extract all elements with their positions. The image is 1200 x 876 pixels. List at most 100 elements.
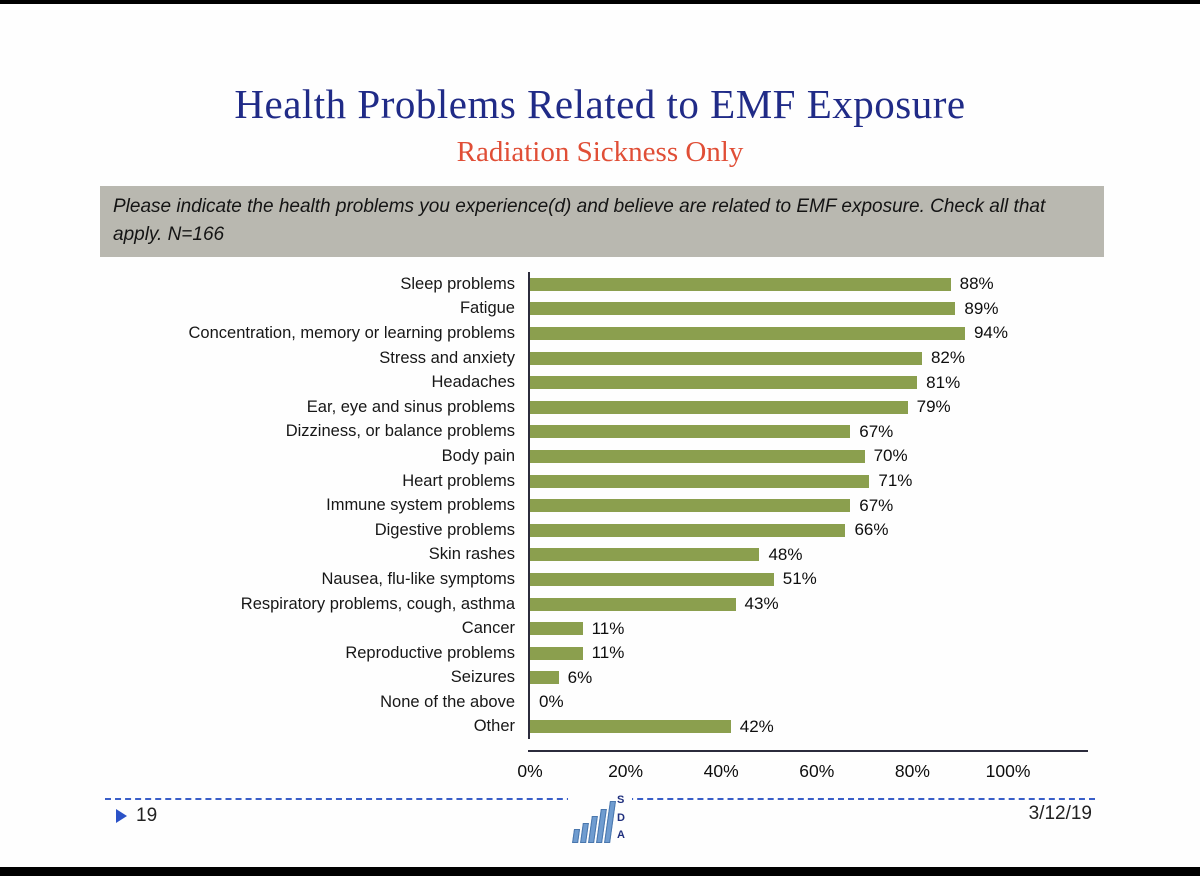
value-label: 51% xyxy=(782,569,817,589)
bar xyxy=(530,572,774,586)
chart-row: Immune system problems 67% xyxy=(100,493,1110,518)
value-label: 79% xyxy=(916,397,951,417)
chart-row: Dizziness, or balance problems 67% xyxy=(100,419,1110,445)
bar xyxy=(530,720,731,734)
bottom-edge xyxy=(0,867,1200,876)
category-label: Heart problems xyxy=(402,471,515,490)
value-label: 48% xyxy=(768,544,803,564)
bar xyxy=(530,326,965,340)
row-plot: 66% xyxy=(528,517,1008,543)
value-label: 89% xyxy=(964,298,999,318)
value-label: 43% xyxy=(744,594,779,614)
category-label: Fatigue xyxy=(459,299,515,318)
bar xyxy=(530,376,918,390)
value-label: 81% xyxy=(926,372,961,392)
row-plot: 81% xyxy=(528,370,1008,395)
bar xyxy=(530,277,951,291)
chart-row: Respiratory problems, cough, asthma 43% xyxy=(100,591,1110,617)
category-label: Reproductive problems xyxy=(345,643,515,662)
chart-rows: Sleep problems 88% Fatigue 89% Concentration… xyxy=(100,272,1110,740)
chart-row: Concentration, memory or learning proble… xyxy=(100,321,1110,346)
value-label: 70% xyxy=(873,446,908,466)
logo-letter: D xyxy=(617,811,625,824)
value-label: 66% xyxy=(854,520,889,540)
chart-row: Ear, eye and sinus problems 79% xyxy=(100,394,1110,420)
row-plot: 48% xyxy=(528,542,1008,568)
value-label: 0% xyxy=(539,692,564,712)
row-plot: 71% xyxy=(528,468,1008,494)
survey-prompt: Please indicate the health problems you … xyxy=(100,186,1104,258)
x-tick-label: 80% xyxy=(894,761,930,782)
chart-row: Nausea, flu-like symptoms 51% xyxy=(100,567,1110,592)
chart-row: Headaches 81% xyxy=(100,370,1110,395)
value-label: 6% xyxy=(567,667,593,687)
row-plot: 51% xyxy=(528,567,1008,592)
bar-chart: Sleep problems 88% Fatigue 89% Concentration… xyxy=(100,272,1110,786)
x-tick-label: 60% xyxy=(799,761,835,782)
chart-row: Sleep problems 88% xyxy=(100,272,1110,297)
bar xyxy=(530,449,865,463)
value-label: 67% xyxy=(859,421,894,441)
category-label: Immune system problems xyxy=(326,496,515,515)
row-plot: 67% xyxy=(528,419,1008,445)
page-number-group: 19 xyxy=(116,805,166,827)
bar xyxy=(530,671,559,685)
row-plot: 6% xyxy=(528,665,1008,691)
value-label: 42% xyxy=(739,716,774,736)
bar xyxy=(530,499,851,513)
category-label: Nausea, flu-like symptoms xyxy=(321,569,515,588)
value-label: 94% xyxy=(973,323,1008,343)
bar xyxy=(530,646,583,660)
logo-bars-icon xyxy=(572,801,616,843)
value-label: 88% xyxy=(959,274,994,294)
value-label: 82% xyxy=(930,348,965,368)
x-tick-label: 40% xyxy=(703,761,739,782)
x-tick-label: 20% xyxy=(608,761,644,782)
row-plot: 88% xyxy=(528,272,1008,297)
category-label: Stress and anxiety xyxy=(379,348,515,367)
row-plot: 11% xyxy=(528,616,1008,641)
category-label: Headaches xyxy=(431,373,515,392)
play-triangle-icon xyxy=(116,809,127,823)
x-axis-ticks: 0% 20% 40% 60% 80% 100% xyxy=(517,752,1030,786)
logo-bar xyxy=(604,801,616,843)
row-plot: 82% xyxy=(528,345,1008,371)
row-plot: 67% xyxy=(528,493,1008,518)
row-plot: 0% xyxy=(528,690,1008,715)
row-plot: 89% xyxy=(528,296,1008,322)
chart-row: Stress and anxiety 82% xyxy=(100,345,1110,371)
page-number: 19 xyxy=(136,805,158,826)
bar xyxy=(530,548,760,562)
chart-row: Reproductive problems 11% xyxy=(100,640,1110,666)
chart-row: Skin rashes 48% xyxy=(100,542,1110,568)
value-label: 11% xyxy=(591,643,625,663)
category-label: None of the above xyxy=(380,692,515,711)
logo-letter: S xyxy=(617,794,625,806)
category-label: Other xyxy=(473,717,515,736)
row-plot: 43% xyxy=(528,591,1008,617)
bar xyxy=(530,523,846,537)
x-tick-label: 100% xyxy=(985,761,1031,782)
value-label: 67% xyxy=(859,495,894,515)
row-plot: 79% xyxy=(528,394,1008,420)
row-plot: 11% xyxy=(528,640,1008,666)
category-label: Seizures xyxy=(450,668,515,687)
logo-bar xyxy=(572,829,581,843)
slide-subtitle: Radiation Sickness Only xyxy=(456,136,744,168)
bar xyxy=(530,302,956,316)
chart-row: Digestive problems 66% xyxy=(100,517,1110,543)
x-axis-line xyxy=(528,750,1088,753)
category-label: Respiratory problems, cough, asthma xyxy=(240,594,515,613)
bar xyxy=(530,474,870,488)
chart-row: Heart problems 71% xyxy=(100,468,1110,494)
chart-row: Cancer 11% xyxy=(100,616,1110,641)
bar xyxy=(530,622,583,636)
chart-row: Fatigue 89% xyxy=(100,296,1110,322)
slide-title: Health Problems Related to EMF Exposure xyxy=(234,81,966,127)
top-edge xyxy=(0,0,1200,4)
bar xyxy=(530,597,736,611)
category-label: Cancer xyxy=(461,619,515,638)
